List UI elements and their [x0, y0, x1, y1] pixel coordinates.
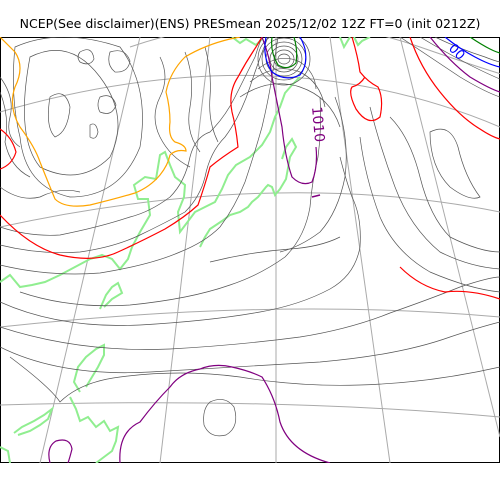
isobar: [19, 96, 322, 307]
isobar-purple: [261, 37, 318, 185]
isobar-purple-tick: [311, 194, 321, 198]
isobar-green-east: [469, 37, 500, 54]
isobar: [257, 37, 311, 86]
map-frame: [0, 37, 500, 463]
isobar-blue-east: [444, 37, 500, 68]
coast-asia: [0, 76, 301, 289]
coast-korea: [99, 281, 124, 310]
isobar: [419, 37, 500, 80]
isobar: [0, 37, 269, 254]
isobar: [0, 91, 31, 178]
isobar: [434, 37, 500, 63]
isobar: [273, 49, 295, 69]
isobar: [108, 50, 131, 73]
isobar: [0, 76, 21, 148]
isobar: [154, 56, 191, 168]
coast-china-south: [13, 406, 55, 436]
isobar-purple-south: [119, 364, 331, 463]
isobar-orange: [0, 37, 241, 207]
latitude-line: [129, 37, 500, 75]
latitude-line: [0, 402, 500, 418]
coastlines: [0, 37, 371, 463]
isobar-red-south-east: [399, 266, 500, 300]
isobar-green: [271, 37, 298, 69]
isobar: [204, 46, 219, 143]
meridian-line: [39, 37, 141, 463]
coast-japan: [199, 137, 298, 248]
isobar: [399, 37, 500, 98]
isobar: [24, 50, 119, 176]
isobar-purple-east: [429, 37, 500, 93]
isobar: [0, 37, 263, 236]
isobar: [369, 106, 500, 270]
isobar-purple-south-west: [48, 439, 73, 463]
latitude-line: [0, 192, 500, 228]
map-title: NCEP(See disclaimer)(ENS) PRESmean 2025/…: [19, 16, 481, 31]
isobar: [89, 123, 99, 139]
isobar: [257, 57, 317, 90]
coast-sakhalin: [339, 37, 371, 50]
isobar: [0, 186, 81, 199]
isobar: [389, 116, 500, 253]
coast-taiwan: [72, 343, 105, 393]
isobar: [0, 321, 500, 374]
isobar-red-east: [350, 37, 383, 122]
isobar-blue: [264, 37, 307, 79]
isobar: [239, 83, 341, 128]
coast-island-west: [0, 446, 11, 463]
latitude-line: [0, 75, 500, 128]
latitude-line: [0, 308, 500, 328]
isobar: [277, 53, 291, 65]
meridian-line: [329, 37, 391, 463]
isobar: [209, 236, 341, 263]
isobar: [184, 51, 201, 153]
isobar: [203, 399, 237, 437]
isobar-red: [0, 37, 263, 259]
isobar: [0, 37, 279, 275]
pressure-map: 1010 00: [0, 37, 500, 463]
isobar-red-far-east: [409, 37, 500, 140]
isobar: [249, 68, 326, 108]
isobar: [97, 95, 117, 114]
isobar: [48, 93, 71, 138]
isobar: [9, 356, 500, 403]
isobar: [279, 96, 347, 253]
isobar: [0, 276, 500, 350]
isobar: [359, 136, 500, 293]
isobar: [429, 128, 481, 199]
isobar-red-west: [0, 128, 17, 170]
coast-philippines: [69, 396, 120, 463]
isobar: [269, 45, 299, 73]
isobar: [13, 37, 143, 198]
isobars: [0, 37, 500, 437]
isobar: [0, 156, 361, 326]
contour-label-1010: 1010: [308, 106, 327, 143]
